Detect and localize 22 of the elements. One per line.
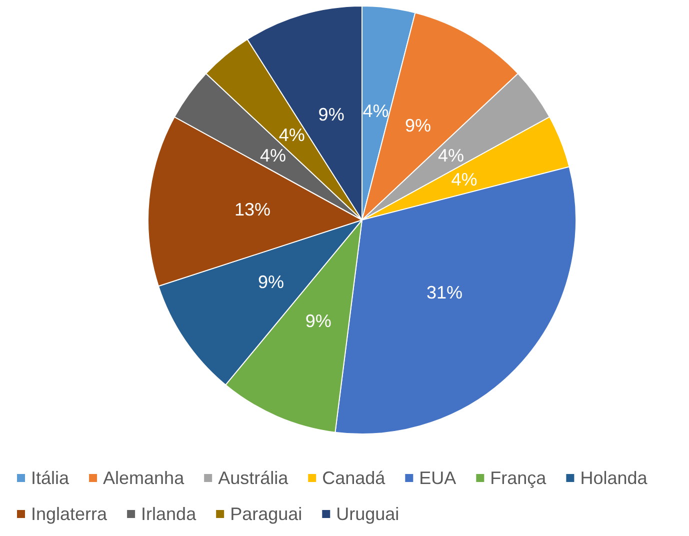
data-label: 31% — [426, 282, 463, 303]
data-label: 9% — [305, 310, 332, 331]
legend-label: Itália — [31, 468, 70, 488]
data-label: 4% — [362, 100, 389, 121]
legend-label: Alemanha — [103, 468, 186, 488]
legend-label: EUA — [419, 468, 456, 488]
legend-label: Austrália — [218, 468, 290, 488]
data-label: 4% — [278, 125, 305, 146]
legend-label: França — [490, 468, 548, 488]
legend-label: Uruguai — [336, 504, 400, 524]
legend-label: Paraguai — [230, 504, 302, 524]
data-label: 9% — [258, 272, 284, 292]
data-label: 4% — [260, 145, 286, 166]
legend-label: Holanda — [580, 468, 648, 488]
data-label: 9% — [318, 104, 344, 124]
legend-label: Inglaterra — [31, 504, 108, 524]
data-label: 13% — [234, 200, 271, 220]
legend-label: Canadá — [322, 468, 386, 488]
legend-label: Irlanda — [141, 504, 198, 524]
data-label: 9% — [404, 115, 431, 136]
data-label: 4% — [438, 145, 464, 166]
data-label: 4% — [451, 170, 478, 190]
